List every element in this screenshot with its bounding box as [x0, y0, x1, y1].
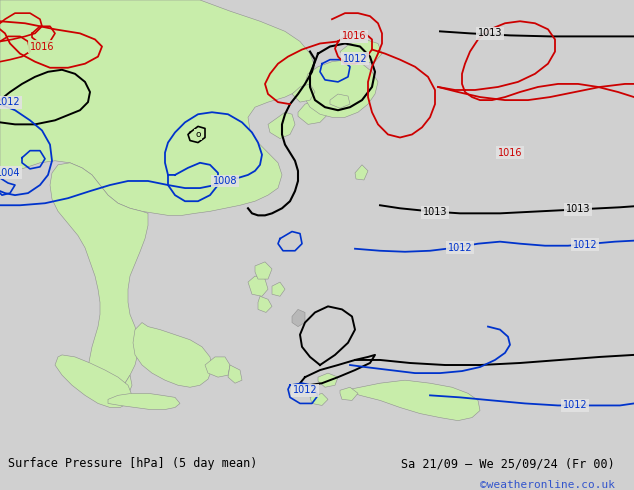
Polygon shape [292, 84, 315, 102]
Text: 1008: 1008 [213, 176, 237, 186]
Polygon shape [272, 282, 285, 296]
Polygon shape [50, 163, 148, 395]
Text: 1012: 1012 [573, 240, 597, 250]
Text: 1012: 1012 [293, 385, 317, 395]
Text: 1016: 1016 [498, 147, 522, 158]
Text: 1016: 1016 [342, 31, 366, 41]
Polygon shape [340, 387, 358, 400]
Text: o: o [195, 130, 201, 139]
Text: 1012: 1012 [0, 97, 20, 107]
Text: 1013: 1013 [423, 207, 447, 218]
Polygon shape [268, 112, 295, 139]
Polygon shape [0, 0, 315, 216]
Text: 1004: 1004 [0, 168, 20, 178]
Text: 1012: 1012 [343, 53, 367, 64]
Polygon shape [228, 365, 242, 383]
Text: 1016: 1016 [30, 42, 55, 51]
Polygon shape [304, 60, 378, 117]
Polygon shape [258, 296, 272, 313]
Polygon shape [292, 309, 305, 327]
Text: Sa 21/09 – We 25/09/24 (Fr 00): Sa 21/09 – We 25/09/24 (Fr 00) [401, 457, 615, 470]
Polygon shape [310, 393, 328, 405]
Polygon shape [248, 276, 268, 296]
Polygon shape [340, 39, 382, 64]
Text: 1013: 1013 [478, 28, 502, 38]
Polygon shape [345, 380, 480, 420]
Text: Surface Pressure [hPa] (5 day mean): Surface Pressure [hPa] (5 day mean) [8, 457, 257, 470]
Polygon shape [255, 262, 272, 279]
Polygon shape [108, 393, 180, 410]
Polygon shape [55, 355, 132, 408]
Polygon shape [108, 375, 132, 403]
Polygon shape [133, 322, 212, 387]
Polygon shape [355, 165, 368, 180]
Polygon shape [330, 94, 350, 108]
Text: 1012: 1012 [448, 243, 472, 253]
Polygon shape [298, 100, 328, 124]
Polygon shape [318, 373, 338, 387]
Text: 1012: 1012 [563, 400, 587, 411]
Text: ©weatheronline.co.uk: ©weatheronline.co.uk [480, 480, 615, 490]
Text: 1013: 1013 [566, 204, 590, 214]
Polygon shape [205, 357, 230, 377]
